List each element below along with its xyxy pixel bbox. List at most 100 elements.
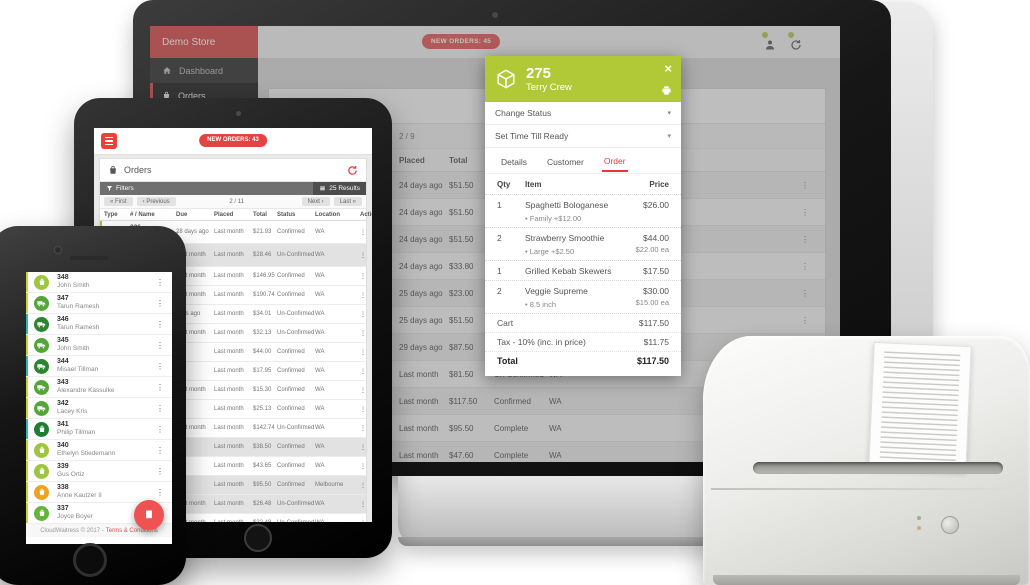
set-time-select[interactable]: Set Time Till Ready ▾ <box>485 125 681 148</box>
list-item[interactable]: 343 Alexandre Kassulke ⋮ <box>26 377 172 398</box>
row-actions-icon[interactable]: ⋮ <box>360 425 366 432</box>
results-toggle[interactable]: 25 Results <box>313 182 366 195</box>
row-actions-icon[interactable]: ⋮ <box>156 445 164 455</box>
col-total: Total <box>449 155 468 165</box>
item-qty: 1 <box>497 266 502 276</box>
order-item: 1 Spaghetti Bologanese • Family +$12.00 … <box>485 194 681 227</box>
total-cell: $51.50 <box>449 234 474 244</box>
row-actions-icon[interactable]: ⋮ <box>801 261 809 271</box>
order-number: 348 <box>57 274 69 282</box>
row-actions-icon[interactable]: ⋮ <box>360 520 371 523</box>
new-orders-badge[interactable]: NEW ORDERS: 45 <box>422 34 501 49</box>
item-price: $17.50 <box>643 266 669 276</box>
printer-feed-button[interactable] <box>941 516 959 534</box>
pickup-bag-icon <box>34 421 49 437</box>
phone-home-button[interactable] <box>73 543 107 577</box>
delivery-truck-icon <box>34 358 49 374</box>
print-icon[interactable] <box>661 83 672 101</box>
app-footer: CloudWaitress © 2017 - Terms & Condition… <box>26 524 172 537</box>
row-actions-icon[interactable]: ⋮ <box>156 424 164 434</box>
location-cell: WA <box>549 423 562 433</box>
order-number: 275 <box>526 64 552 82</box>
order-number: 342 <box>57 400 69 408</box>
row-actions-icon[interactable]: ⋮ <box>156 361 164 371</box>
list-item[interactable]: 339 Gus Ortiz ⋮ <box>26 461 172 482</box>
sync-icon[interactable] <box>788 32 802 50</box>
list-item[interactable]: 342 Lacey Kris ⋮ <box>26 398 172 419</box>
floating-action-button[interactable] <box>134 500 164 530</box>
list-icon <box>320 186 326 191</box>
filters-bar[interactable]: Filters 25 Results <box>100 182 366 195</box>
list-item[interactable]: 341 Philip Tillman ⋮ <box>26 419 172 440</box>
copyright-text: CloudWaitress © 2017 - <box>40 527 104 534</box>
list-item[interactable]: 346 Tarun Ramesh ⋮ <box>26 314 172 335</box>
row-actions-icon[interactable]: ⋮ <box>156 382 164 392</box>
row-actions-icon[interactable]: ⋮ <box>156 277 164 287</box>
row-actions-icon[interactable]: ⋮ <box>156 487 164 497</box>
tab-customer[interactable]: Customer <box>546 156 584 167</box>
row-actions-icon[interactable]: ⋮ <box>156 340 164 350</box>
list-item[interactable]: 348 John Smith ⋮ <box>26 272 172 293</box>
change-status-select[interactable]: Change Status ▾ <box>485 102 681 125</box>
sidebar-item-dashboard[interactable]: Dashboard <box>150 58 258 83</box>
list-item[interactable]: 340 Ethelyn Stiedemann ⋮ <box>26 440 172 461</box>
row-actions-icon[interactable]: ⋮ <box>360 501 366 508</box>
row-actions-icon[interactable]: ⋮ <box>801 288 809 298</box>
item-option: • Family +$12.00 <box>525 214 582 223</box>
row-actions-icon[interactable]: ⋮ <box>156 403 164 413</box>
total-cell: $87.50 <box>449 342 474 352</box>
hamburger-menu-icon[interactable] <box>101 133 117 149</box>
items-header: Qty Item Price <box>485 174 681 194</box>
row-actions-icon[interactable]: ⋮ <box>360 330 366 337</box>
laptop-brand[interactable]: Demo Store <box>150 26 258 58</box>
close-icon[interactable]: × <box>664 61 672 76</box>
terms-link[interactable]: Terms & Conditions <box>105 527 158 534</box>
row-actions-icon[interactable]: ⋮ <box>360 273 366 280</box>
row-actions-icon[interactable]: ⋮ <box>156 466 164 476</box>
item-each-price: $15.00 ea <box>635 298 669 307</box>
row-actions-icon[interactable]: ⋮ <box>801 180 809 190</box>
row-actions-icon[interactable]: ⋮ <box>360 463 366 470</box>
row-actions-icon[interactable]: ⋮ <box>360 292 366 299</box>
row-actions-icon[interactable]: ⋮ <box>360 482 366 489</box>
last-page-button[interactable]: Last » <box>333 197 362 206</box>
tab-details[interactable]: Details <box>501 156 527 167</box>
list-item[interactable]: 338 Anne Kautzer II ⋮ <box>26 482 172 503</box>
row-actions-icon[interactable]: ⋮ <box>156 298 164 308</box>
row-actions-icon[interactable]: ⋮ <box>360 252 366 259</box>
delivery-truck-icon <box>34 316 49 332</box>
total-cell: $117.50 <box>449 396 478 406</box>
next-page-button[interactable]: Next › <box>301 197 330 206</box>
placed-cell: 25 days ago <box>399 288 443 298</box>
row-actions-icon[interactable]: ⋮ <box>801 207 809 217</box>
order-item: 2 Veggie Supreme • 8.5 inch $30.00 $15.0… <box>485 280 681 313</box>
laptop-camera <box>491 11 499 19</box>
pickup-bag-icon <box>34 274 49 290</box>
row-actions-icon[interactable]: ⋮ <box>801 234 809 244</box>
row-actions-icon[interactable]: ⋮ <box>360 406 366 413</box>
item-each-price: $22.00 ea <box>635 245 669 254</box>
refresh-icon[interactable] <box>347 165 358 176</box>
first-page-button[interactable]: « First <box>104 197 133 206</box>
item-name: Veggie Supreme <box>525 286 588 296</box>
row-actions-icon[interactable]: ⋮ <box>360 311 366 318</box>
list-item[interactable]: 344 Misael Tillman ⋮ <box>26 356 172 377</box>
phone-speaker <box>70 256 108 260</box>
new-orders-badge[interactable]: NEW ORDERS: 43 <box>199 134 267 147</box>
row-actions-icon[interactable]: ⋮ <box>360 368 366 375</box>
list-item[interactable]: 345 John Smith ⋮ <box>26 335 172 356</box>
previous-page-button[interactable]: ‹ Previous <box>136 197 176 206</box>
list-item[interactable]: 347 Tarun Ramesh ⋮ <box>26 293 172 314</box>
list-accent-strip <box>26 272 28 524</box>
row-actions-icon[interactable]: ⋮ <box>360 229 366 236</box>
row-actions-icon[interactable]: ⋮ <box>360 444 366 451</box>
tab-order[interactable]: Order <box>601 150 628 172</box>
row-actions-icon[interactable]: ⋮ <box>360 387 366 394</box>
placed-cell: Last month <box>399 396 439 406</box>
row-actions-icon[interactable]: ⋮ <box>156 319 164 329</box>
row-actions-icon[interactable]: ⋮ <box>801 315 809 325</box>
row-actions-icon[interactable]: ⋮ <box>360 349 366 356</box>
users-icon[interactable] <box>762 32 776 50</box>
tablet-home-button[interactable] <box>244 524 272 552</box>
